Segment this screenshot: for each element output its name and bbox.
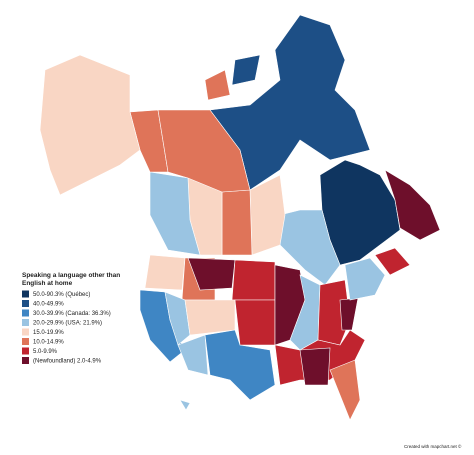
region xyxy=(204,329,276,401)
region xyxy=(179,399,191,411)
region xyxy=(164,291,191,346)
region xyxy=(204,69,231,101)
legend-swatch xyxy=(22,347,29,355)
region xyxy=(177,334,209,376)
region xyxy=(184,299,236,336)
region xyxy=(374,247,411,276)
legend-swatch xyxy=(22,328,29,336)
legend-label: (Newfoundland) 2.0-4.9% xyxy=(33,359,102,365)
legend-label: 20.0-29.9% (USA: 21.9%) xyxy=(33,321,102,327)
legend: Speaking a language other than English a… xyxy=(22,272,120,365)
legend-label: 15.0-19.9% xyxy=(33,330,64,336)
region xyxy=(187,257,236,291)
region xyxy=(384,169,441,241)
region xyxy=(39,54,141,196)
region xyxy=(231,259,276,301)
region xyxy=(221,189,253,256)
legend-swatch xyxy=(22,357,29,364)
regions xyxy=(39,14,441,421)
legend-label: 5.0-9.9% xyxy=(33,349,58,355)
legend-label: 30.0-39.9% (Canada: 36.3%) xyxy=(33,311,111,317)
legend-swatch xyxy=(22,338,29,345)
legend-label: 50.0-90.3% (Québec) xyxy=(33,292,90,298)
region xyxy=(329,359,361,421)
legend-swatch xyxy=(22,290,29,298)
region xyxy=(209,14,371,191)
region xyxy=(299,347,331,386)
region xyxy=(344,257,386,301)
region xyxy=(144,254,186,291)
legend-label: 10.0-14.9% xyxy=(33,340,64,346)
region xyxy=(279,209,341,286)
legend-swatch xyxy=(22,319,29,326)
legend-label: 40.0-49.9% xyxy=(33,302,64,308)
region xyxy=(234,299,276,346)
legend-title: Speaking a language other than xyxy=(22,272,120,279)
region xyxy=(231,54,261,86)
legend-swatch xyxy=(22,309,29,317)
credit: Created with mapchart.net © xyxy=(404,443,462,449)
legend-title: English at home xyxy=(22,280,73,287)
legend-swatch xyxy=(22,300,29,307)
region xyxy=(157,109,251,193)
